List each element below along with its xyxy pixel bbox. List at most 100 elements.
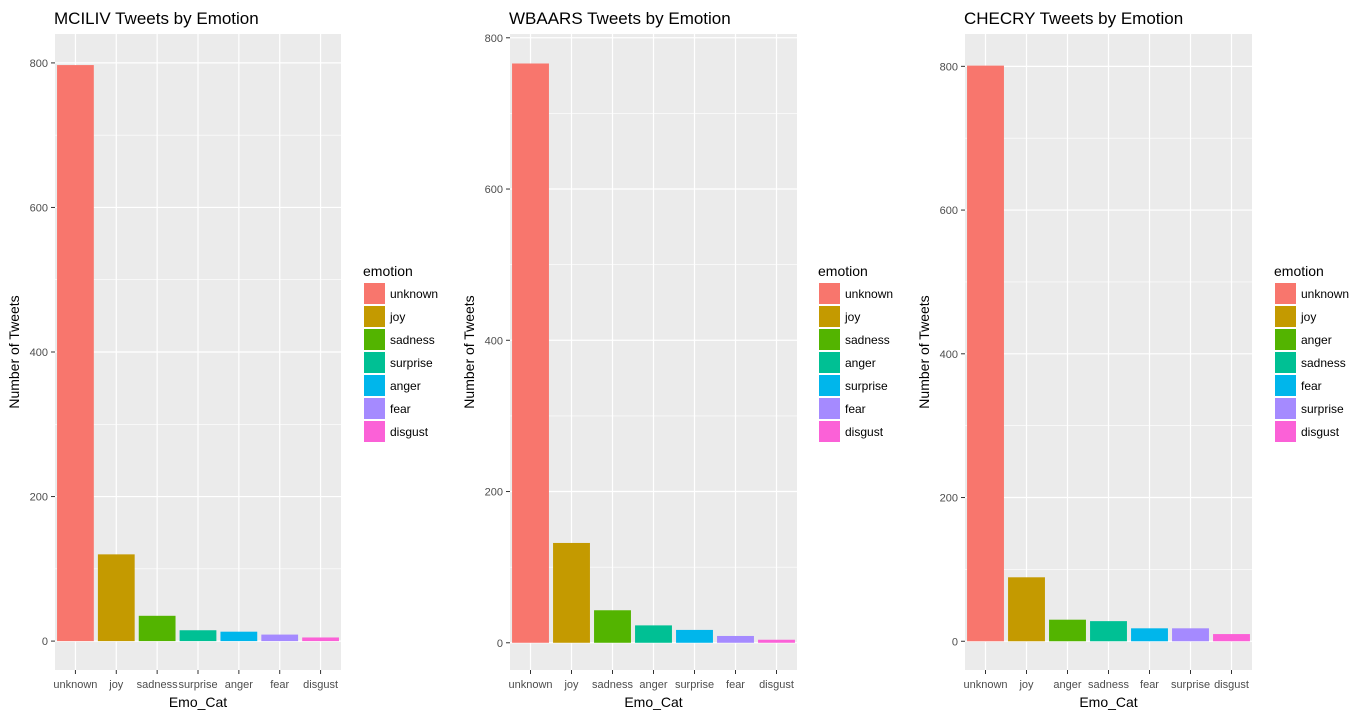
bar-joy (553, 542, 590, 643)
bar-anger (1049, 619, 1086, 642)
y-tick-label: 0 (497, 638, 503, 650)
x-tick-label-surprise: surprise (1171, 679, 1210, 691)
legend-label-joy: joy (1300, 310, 1316, 324)
x-tick-label-disgust: disgust (303, 679, 338, 691)
bar-anger (635, 625, 672, 643)
x-axis-label: Emo_Cat (624, 694, 682, 710)
legend-key-unknown (819, 283, 840, 304)
bar-unknown (967, 65, 1004, 642)
y-tick-label: 800 (940, 61, 958, 73)
x-tick-label-unknown: unknown (53, 679, 97, 691)
x-tick-label-fear: fear (270, 679, 289, 691)
legend-key-sadness (1275, 352, 1296, 373)
legend-title: emotion (818, 263, 868, 279)
bar-disgust (302, 637, 339, 642)
legend-key-surprise (1275, 398, 1296, 419)
bar-sadness (138, 615, 176, 642)
legend-label-sadness: sadness (1301, 356, 1346, 370)
legend: emotion unknown joy sadness surprise anger fea… (363, 263, 438, 442)
y-tick-label: 200 (940, 493, 958, 505)
bar-unknown (512, 63, 549, 643)
legend-title: emotion (363, 263, 413, 279)
x-tick-label-joy: joy (1018, 679, 1034, 691)
legend-label-fear: fear (845, 402, 866, 416)
x-tick-label-unknown: unknown (508, 679, 552, 691)
bar-unknown (57, 65, 94, 642)
legend-label-anger: anger (845, 356, 876, 370)
bar-disgust (758, 639, 795, 643)
y-tick-label: 400 (485, 335, 503, 347)
legend-title: emotion (1274, 263, 1324, 279)
x-tick-label-sadness: sadness (1088, 679, 1129, 691)
legend-key-disgust (364, 421, 385, 442)
bar-surprise (676, 629, 713, 643)
x-tick-label-anger: anger (225, 679, 253, 691)
legend-key-sadness (819, 329, 840, 350)
x-tick-label-disgust: disgust (759, 679, 794, 691)
legend-key-joy (1275, 306, 1296, 327)
bar-fear (1131, 628, 1168, 642)
bar-fear (717, 635, 754, 643)
bar-sadness (1090, 621, 1127, 642)
y-tick-label: 400 (940, 349, 958, 361)
x-tick-label-disgust: disgust (1214, 679, 1249, 691)
legend-label-fear: fear (1301, 379, 1322, 393)
legend-label-unknown: unknown (845, 287, 893, 301)
legend-key-anger (1275, 329, 1296, 350)
legend-key-surprise (819, 375, 840, 396)
legend-label-surprise: surprise (390, 356, 433, 370)
x-tick-label-unknown: unknown (963, 679, 1007, 691)
legend-key-unknown (364, 283, 385, 304)
chart-title-mciliv: MCILIV Tweets by Emotion (54, 9, 259, 28)
legend-label-unknown: unknown (1301, 287, 1349, 301)
y-tick-label: 0 (42, 636, 48, 648)
y-axis-label: Number of Tweets (461, 295, 477, 408)
bar-anger (220, 631, 258, 642)
bar-surprise (1172, 628, 1209, 642)
legend-label-fear: fear (390, 402, 411, 416)
x-tick-label-surprise: surprise (178, 679, 217, 691)
legend-key-anger (819, 352, 840, 373)
x-tick-label-sadness: sadness (592, 679, 633, 691)
x-tick-label-anger: anger (639, 679, 667, 691)
x-axis-label: Emo_Cat (1079, 694, 1137, 710)
legend-label-disgust: disgust (1301, 425, 1340, 439)
y-tick-label: 600 (940, 205, 958, 217)
legend-label-unknown: unknown (390, 287, 438, 301)
legend-label-disgust: disgust (390, 425, 429, 439)
y-tick-label: 400 (30, 347, 48, 359)
legend-label-joy: joy (389, 310, 405, 324)
x-tick-label-joy: joy (563, 679, 579, 691)
legend-key-disgust (1275, 421, 1296, 442)
legend-key-surprise (364, 352, 385, 373)
legend-label-surprise: surprise (1301, 402, 1344, 416)
legend-label-sadness: sadness (390, 333, 435, 347)
legend-key-fear (364, 398, 385, 419)
x-tick-label-joy: joy (108, 679, 124, 691)
legend-key-joy (364, 306, 385, 327)
legend-label-disgust: disgust (845, 425, 884, 439)
legend-key-disgust (819, 421, 840, 442)
legend-key-fear (819, 398, 840, 419)
y-tick-label: 0 (952, 636, 958, 648)
legend-key-fear (1275, 375, 1296, 396)
legend-key-joy (819, 306, 840, 327)
x-tick-label-fear: fear (1140, 679, 1159, 691)
x-tick-label-sadness: sadness (137, 679, 178, 691)
y-tick-label: 800 (30, 58, 48, 70)
chart-title-wbaars: WBAARS Tweets by Emotion (509, 9, 731, 28)
bar-fear (261, 634, 299, 642)
legend-label-anger: anger (1301, 333, 1332, 347)
legend-label-anger: anger (390, 379, 421, 393)
x-tick-label-anger: anger (1053, 679, 1081, 691)
legend-key-unknown (1275, 283, 1296, 304)
legend-label-joy: joy (844, 310, 860, 324)
y-tick-label: 200 (30, 492, 48, 504)
legend-key-anger (364, 375, 385, 396)
x-axis-label: Emo_Cat (169, 694, 227, 710)
y-tick-label: 200 (485, 487, 503, 499)
bar-disgust (1213, 634, 1250, 642)
